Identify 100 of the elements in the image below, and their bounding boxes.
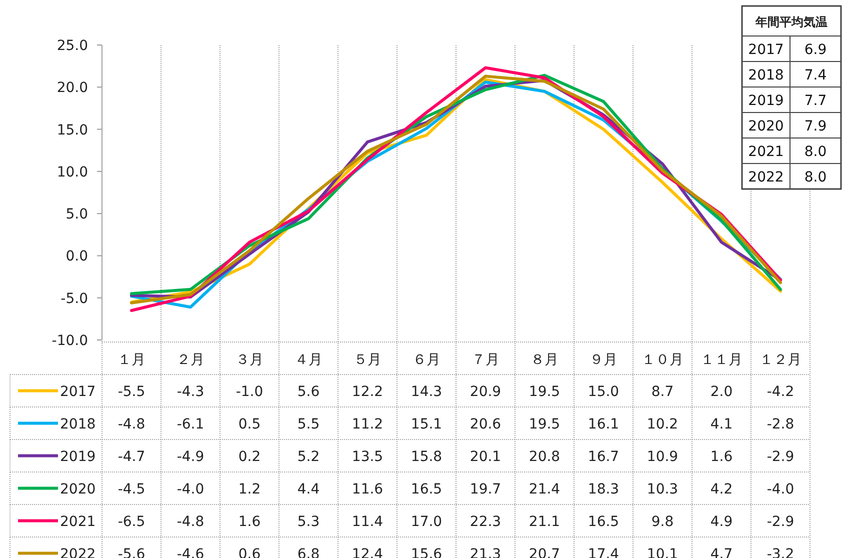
data-label: 17.4 bbox=[588, 546, 620, 558]
annotation: 2020 bbox=[748, 118, 784, 134]
data-label: 16.5 bbox=[588, 514, 620, 530]
x-tick-label: ９月 bbox=[590, 352, 618, 368]
x-tick-label: １月 bbox=[118, 352, 146, 368]
annotation: 2017 bbox=[748, 42, 784, 58]
data-label: -4.0 bbox=[176, 481, 204, 498]
data-label: -4.3 bbox=[176, 384, 204, 400]
data-label: 1.6 bbox=[710, 448, 733, 465]
data-label: 0.5 bbox=[238, 416, 261, 432]
data-label: 4.4 bbox=[297, 481, 320, 498]
annotation: 2019 bbox=[748, 93, 784, 109]
data-label: 10.9 bbox=[646, 448, 678, 465]
data-label: 17.0 bbox=[410, 514, 442, 530]
data-label: 12.2 bbox=[352, 384, 384, 400]
annotation: 2022 bbox=[748, 170, 784, 186]
data-label: -4.0 bbox=[766, 481, 794, 498]
x-tick-label: １２月 bbox=[760, 352, 802, 368]
data-label: -4.5 bbox=[118, 481, 146, 498]
y-tick-label: 5.0 bbox=[66, 206, 88, 223]
data-label: 5.6 bbox=[297, 384, 320, 400]
annotation: 7.4 bbox=[804, 68, 827, 84]
data-label: 5.3 bbox=[297, 514, 320, 530]
legend-label: 2017 bbox=[60, 384, 96, 400]
data-label: 2.0 bbox=[710, 384, 733, 400]
data-label: 19.5 bbox=[528, 384, 560, 400]
data-label: 0.2 bbox=[238, 448, 261, 465]
data-label: 9.8 bbox=[651, 514, 674, 530]
data-label: 1.6 bbox=[238, 514, 261, 530]
data-label: 15.8 bbox=[410, 448, 442, 465]
data-label: -2.9 bbox=[766, 514, 794, 530]
data-label: 16.1 bbox=[588, 416, 620, 432]
data-label: 16.5 bbox=[410, 481, 442, 498]
y-tick-label: -5.0 bbox=[60, 290, 88, 307]
y-tick-label: -10.0 bbox=[52, 333, 88, 349]
data-label: 20.9 bbox=[470, 384, 502, 400]
data-label: -4.8 bbox=[118, 416, 146, 432]
x-tick-label: ２月 bbox=[176, 352, 204, 368]
legend-label: 2020 bbox=[60, 481, 96, 498]
annotation: 8.0 bbox=[804, 170, 827, 186]
data-label: -2.8 bbox=[766, 416, 794, 432]
data-label: 5.2 bbox=[297, 448, 320, 465]
data-label: 8.7 bbox=[651, 384, 674, 400]
annotation: 7.9 bbox=[804, 118, 827, 134]
data-label: 15.0 bbox=[588, 384, 620, 400]
data-label: -4.9 bbox=[176, 448, 204, 465]
data-label: 20.8 bbox=[528, 448, 560, 465]
x-tick-label: ４月 bbox=[294, 352, 322, 368]
annotation: 2018 bbox=[748, 68, 784, 84]
data-label: 10.2 bbox=[646, 416, 678, 432]
data-label: 1.2 bbox=[238, 481, 261, 498]
legend-label: 2021 bbox=[60, 514, 96, 530]
data-label: 14.3 bbox=[410, 384, 442, 400]
text: 年間平均気温 bbox=[754, 15, 828, 29]
y-tick-label: 10.0 bbox=[56, 164, 88, 180]
data-label: 22.3 bbox=[470, 514, 502, 530]
data-label: -6.1 bbox=[176, 416, 204, 432]
data-label: 4.2 bbox=[710, 481, 733, 498]
y-tick-label: 25.0 bbox=[56, 38, 88, 54]
y-tick-label: 20.0 bbox=[56, 80, 88, 96]
annotation: 8.0 bbox=[804, 144, 827, 160]
data-label: 5.5 bbox=[297, 416, 320, 432]
data-label: 4.7 bbox=[710, 546, 733, 558]
data-label: 11.4 bbox=[352, 514, 384, 530]
x-tick-label: １０月 bbox=[642, 352, 684, 368]
data-label: 12.4 bbox=[352, 546, 384, 558]
data-label: -5.5 bbox=[118, 384, 146, 400]
data-label: -2.9 bbox=[766, 448, 794, 465]
annotation: 2021 bbox=[748, 144, 784, 160]
y-tick-label: 0.0 bbox=[66, 248, 88, 265]
x-tick-label: ５月 bbox=[354, 352, 382, 368]
data-label: -1.0 bbox=[236, 384, 264, 400]
legend-label: 2018 bbox=[60, 416, 96, 432]
data-label: -4.2 bbox=[766, 384, 794, 400]
data-label: 21.1 bbox=[528, 514, 560, 530]
x-tick-label: ６月 bbox=[412, 352, 440, 368]
annotation: 6.9 bbox=[804, 42, 827, 58]
data-label: 10.3 bbox=[646, 481, 678, 498]
x-tick-label: ８月 bbox=[530, 352, 558, 368]
x-tick-label: １１月 bbox=[700, 352, 742, 368]
data-label: -6.5 bbox=[118, 514, 146, 530]
data-label: 4.9 bbox=[710, 514, 733, 530]
data-label: 21.4 bbox=[528, 481, 560, 498]
annotation: 7.7 bbox=[804, 93, 827, 109]
data-label: 18.3 bbox=[588, 481, 620, 498]
data-label: 15.1 bbox=[410, 416, 442, 432]
y-tick-label: 15.0 bbox=[56, 122, 88, 138]
data-label: -4.8 bbox=[176, 514, 204, 530]
data-label: 13.5 bbox=[352, 448, 384, 465]
data-label: 20.1 bbox=[470, 448, 502, 465]
data-label: 11.2 bbox=[352, 416, 384, 432]
data-label: 16.7 bbox=[588, 448, 620, 465]
data-label: 20.6 bbox=[470, 416, 502, 432]
data-label: 19.5 bbox=[528, 416, 560, 432]
x-tick-label: ７月 bbox=[472, 352, 500, 368]
legend-label: 2019 bbox=[60, 448, 96, 465]
x-tick-label: ３月 bbox=[236, 352, 264, 368]
data-label: 19.7 bbox=[470, 481, 502, 498]
data-label: 11.6 bbox=[352, 481, 384, 498]
data-label: -4.7 bbox=[118, 448, 146, 465]
